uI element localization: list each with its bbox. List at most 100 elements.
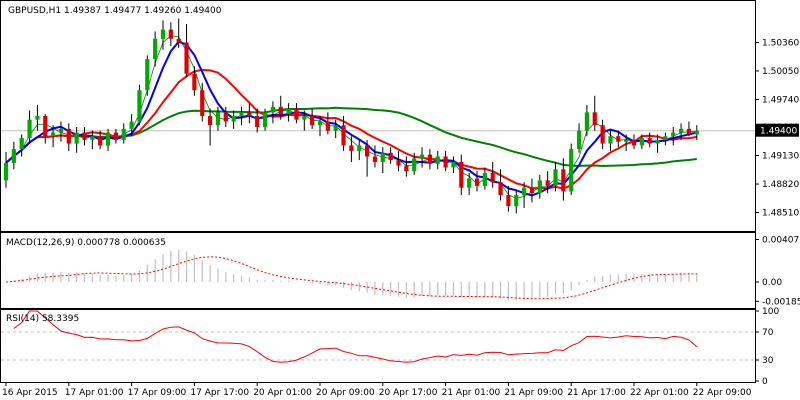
candle-body (98, 136, 103, 146)
candle-body (592, 112, 597, 126)
x-axis-tick-label: 22 Apr 09:00 (693, 388, 752, 398)
candle-body (616, 136, 621, 142)
rsi-panel (1, 310, 755, 363)
candle-body (137, 90, 142, 122)
x-axis-tick-label: 22 Apr 01:00 (630, 388, 689, 398)
candle-body (412, 158, 417, 172)
candle-body (215, 112, 221, 126)
rsi-axis-tick-label: 70 (762, 328, 774, 338)
macd-axis-tick-label: -0.001855 (762, 297, 800, 307)
candle-body (255, 116, 260, 128)
candle-body (396, 160, 401, 166)
candle-body (357, 145, 362, 151)
candle-body (208, 116, 213, 126)
candle-body (419, 154, 425, 159)
candle-body (168, 29, 173, 39)
candle-body (310, 116, 315, 126)
x-axis-tick-label: 17 Apr 01:00 (65, 388, 124, 398)
candle-body (490, 173, 495, 183)
candle-body (19, 138, 24, 150)
candle-body (545, 180, 550, 186)
candle-body (647, 138, 652, 144)
candle-body (569, 149, 574, 192)
price-axis-tick-label: 1.48510 (762, 209, 799, 219)
candle-body (105, 132, 111, 146)
candle-body (262, 112, 268, 128)
candle-body (239, 112, 244, 116)
x-axis-tick-label: 20 Apr 09:00 (316, 388, 375, 398)
candle-body (325, 121, 330, 131)
x-axis-tick-label: 17 Apr 09:00 (128, 388, 187, 398)
candle-body (671, 132, 676, 137)
candle-body (231, 116, 236, 122)
price-axis-tick-label: 1.49130 (762, 152, 799, 162)
candle-body (679, 128, 684, 133)
x-axis-tick-label: 20 Apr 01:00 (253, 388, 312, 398)
candle-body (58, 128, 64, 133)
candle-body (482, 173, 487, 186)
candle-body (43, 116, 48, 137)
candle-body (27, 119, 32, 139)
candle-body (11, 149, 16, 163)
candle-body (639, 138, 644, 146)
candle-body (51, 132, 56, 137)
candle-body (192, 73, 197, 91)
x-axis-tick-label: 21 Apr 17:00 (567, 388, 626, 398)
candle-body (443, 156, 448, 168)
candle-body (365, 145, 370, 157)
candle-body (66, 128, 71, 144)
candle-body (686, 128, 692, 135)
candle-body (278, 106, 283, 115)
candle-body (113, 132, 118, 140)
candle-body (467, 178, 472, 188)
candle-body (631, 139, 637, 146)
candle-body (200, 90, 205, 116)
rsi-line (13, 310, 698, 363)
candle-body (459, 161, 464, 188)
macd-axis-tick-label: 0.00 (762, 278, 782, 288)
price-axis-tick-label: 1.50050 (762, 67, 799, 77)
candle-body (3, 162, 9, 181)
candle-body (270, 106, 275, 113)
rsi-axis-tick-label: 0 (762, 377, 768, 387)
macd-panel (5, 249, 698, 301)
current-price-label: 1.49400 (760, 127, 797, 137)
candle-body (600, 125, 605, 144)
candle-body (153, 38, 158, 59)
candle-body (553, 169, 558, 186)
price-axis-tick-label: 1.49740 (762, 95, 799, 105)
candle-body (608, 136, 613, 144)
candle-body (529, 187, 535, 194)
candle-body (294, 108, 299, 120)
candle-body (90, 136, 95, 140)
candle-body (435, 156, 440, 164)
candle-body (223, 112, 228, 122)
candle-body (522, 187, 527, 196)
candle-body (74, 132, 79, 144)
candle-body (451, 161, 456, 168)
candle-body (160, 29, 166, 39)
candle-body (247, 112, 252, 116)
x-axis-tick-label: 16 Apr 2015 (2, 388, 58, 398)
candle-body (663, 136, 668, 140)
macd-title: MACD(12,26,9) 0.000778 0.000635 (6, 238, 166, 248)
candle-body (372, 156, 378, 162)
x-axis-tick-label: 21 Apr 09:00 (504, 388, 563, 398)
candle-body (655, 139, 660, 144)
candle-body (35, 116, 40, 120)
price-panel-frame (0, 0, 756, 232)
candle-body (514, 195, 519, 207)
candle-body (474, 178, 480, 186)
candle-body (184, 42, 189, 74)
price-axis-tick-label: 1.48820 (762, 180, 799, 190)
rsi-panel-frame (0, 309, 756, 383)
rsi-title: RSI(14) 58.3395 (6, 314, 79, 324)
rsi-axis-tick-label: 30 (762, 356, 774, 366)
price-panel (1, 18, 755, 214)
ma-line-5 (5, 40, 698, 197)
axes: 1.503601.500501.497401.494401.491301.488… (2, 38, 800, 398)
price-chart-title: GBPUSD,H1 1.49387 1.49477 1.49260 1.4940… (8, 6, 222, 16)
candle-body (380, 152, 385, 162)
